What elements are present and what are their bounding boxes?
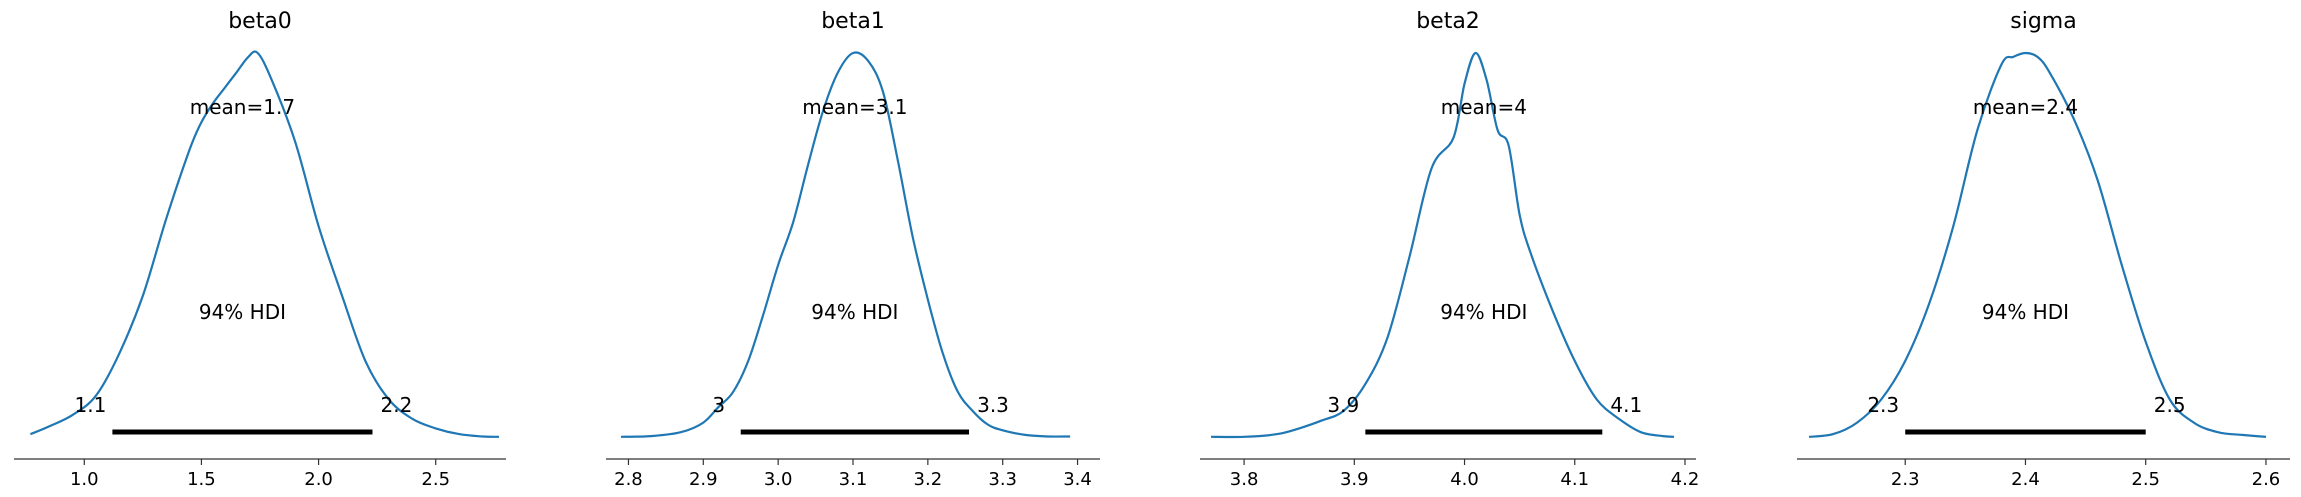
hdi-label: 94% HDI [1982,300,2069,324]
x-tick-label: 3.0 [764,469,793,490]
x-tick-label: 2.9 [689,469,718,490]
hdi-label: 94% HDI [199,300,286,324]
x-tick-label: 3.8 [1230,469,1259,490]
x-tick-label: 3.9 [1340,469,1369,490]
panel-beta2: beta2 mean=4 94% HDI 3.9 4.1 3.8 3.9 4.0 4.1 4.2 [1200,9,1699,490]
x-tick-label: 2.4 [2011,469,2040,490]
panel-title: beta1 [821,9,885,34]
panel-beta0: beta0 mean=1.7 94% HDI 1.1 2.2 1.0 1.5 2.0 2.5 [14,9,506,490]
hdi-low-label: 3 [712,393,725,417]
x-tick-label: 2.5 [421,469,450,490]
x-tick-label: 2.6 [2252,469,2281,490]
mean-label: mean=4 [1441,95,1527,119]
density-curve [1210,51,1675,439]
density-curve [1808,51,2267,438]
x-tick-label: 2.5 [2131,469,2160,490]
x-tick-label: 3.1 [839,469,868,490]
panel-title: beta0 [228,9,292,34]
x-tick-label: 3.2 [914,469,943,490]
x-tick-label: 4.1 [1560,469,1589,490]
mean-label: mean=1.7 [190,95,295,119]
hdi-high-label: 2.5 [2154,393,2186,417]
panel-beta1: beta1 mean=3.1 94% HDI 3 3.3 2.8 2.9 3.0 3.1 3.2 3… [606,9,1100,490]
x-tick-label: 1.0 [70,469,99,490]
hdi-low-label: 3.9 [1327,393,1359,417]
hdi-high-label: 2.2 [381,393,413,417]
x-tick-label: 1.5 [187,469,216,490]
mean-label: mean=3.1 [802,95,907,119]
hdi-high-label: 4.1 [1610,393,1642,417]
density-curve [620,51,1071,438]
x-tick-label: 3.3 [988,469,1017,490]
panel-title: sigma [2010,9,2076,34]
x-tick-label: 4.2 [1671,469,1700,490]
x-tick-label: 2.0 [304,469,333,490]
hdi-label: 94% HDI [811,300,898,324]
density-curve [30,50,500,438]
x-tick-label: 2.3 [1891,469,1920,490]
hdi-low-label: 2.3 [1867,393,1899,417]
x-tick-label: 2.8 [614,469,643,490]
x-tick-label: 3.4 [1063,469,1092,490]
panel-sigma: sigma mean=2.4 94% HDI 2.3 2.5 2.3 2.4 2.5 2.6 [1797,9,2290,490]
hdi-high-label: 3.3 [977,393,1009,417]
panel-title: beta2 [1416,9,1480,34]
hdi-label: 94% HDI [1440,300,1527,324]
mean-label: mean=2.4 [1973,95,2078,119]
hdi-low-label: 1.1 [74,393,106,417]
x-tick-label: 4.0 [1450,469,1479,490]
